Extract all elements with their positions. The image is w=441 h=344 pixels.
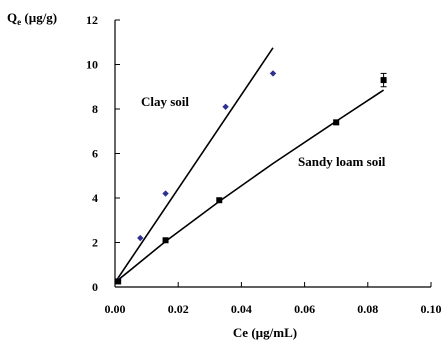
y-tick-label: 2 xyxy=(92,236,98,250)
y-tick-label: 12 xyxy=(86,13,98,27)
x-tick-label: 0.00 xyxy=(105,302,126,316)
data-point-diamond xyxy=(162,190,169,197)
x-tick-label: 0.06 xyxy=(294,302,315,316)
y-axis-label: Qe (µg/g) xyxy=(7,10,57,27)
fit-line-series-2 xyxy=(114,89,385,284)
x-tick-label: 0.10 xyxy=(421,302,441,316)
data-point-square xyxy=(162,237,169,244)
data-point-square xyxy=(380,77,387,84)
y-tick-label: 4 xyxy=(92,191,98,205)
x-axis-label: Ce (µg/mL) xyxy=(233,325,297,340)
data-point-square xyxy=(115,278,122,285)
error-bars xyxy=(333,72,387,126)
y-tick-label: 10 xyxy=(86,58,98,72)
fit-lines xyxy=(114,47,385,284)
y-tick-label: 0 xyxy=(92,280,98,294)
data-point-square xyxy=(333,119,340,126)
y-tick-label: 6 xyxy=(92,147,98,161)
fit-line-series-1 xyxy=(114,47,274,283)
x-tick-label: 0.02 xyxy=(168,302,189,316)
data-point-diamond xyxy=(222,103,229,110)
tick-marks xyxy=(114,19,432,288)
x-tick-label: 0.08 xyxy=(357,302,378,316)
data-points xyxy=(114,70,387,285)
data-point-diamond xyxy=(269,70,277,77)
x-tick-label: 0.04 xyxy=(231,302,252,316)
data-point-diamond xyxy=(137,234,144,242)
tick-labels: 0.00 0.02 0.04 0.06 0.08 0.10 0 2 4 6 8 10 12 xyxy=(86,13,441,316)
series-label-clay-soil: Clay soil xyxy=(141,94,189,109)
y-tick-label: 8 xyxy=(92,102,98,116)
series-label-sandy-loam-soil: Sandy loam soil xyxy=(298,154,386,169)
data-point-square xyxy=(216,197,223,204)
